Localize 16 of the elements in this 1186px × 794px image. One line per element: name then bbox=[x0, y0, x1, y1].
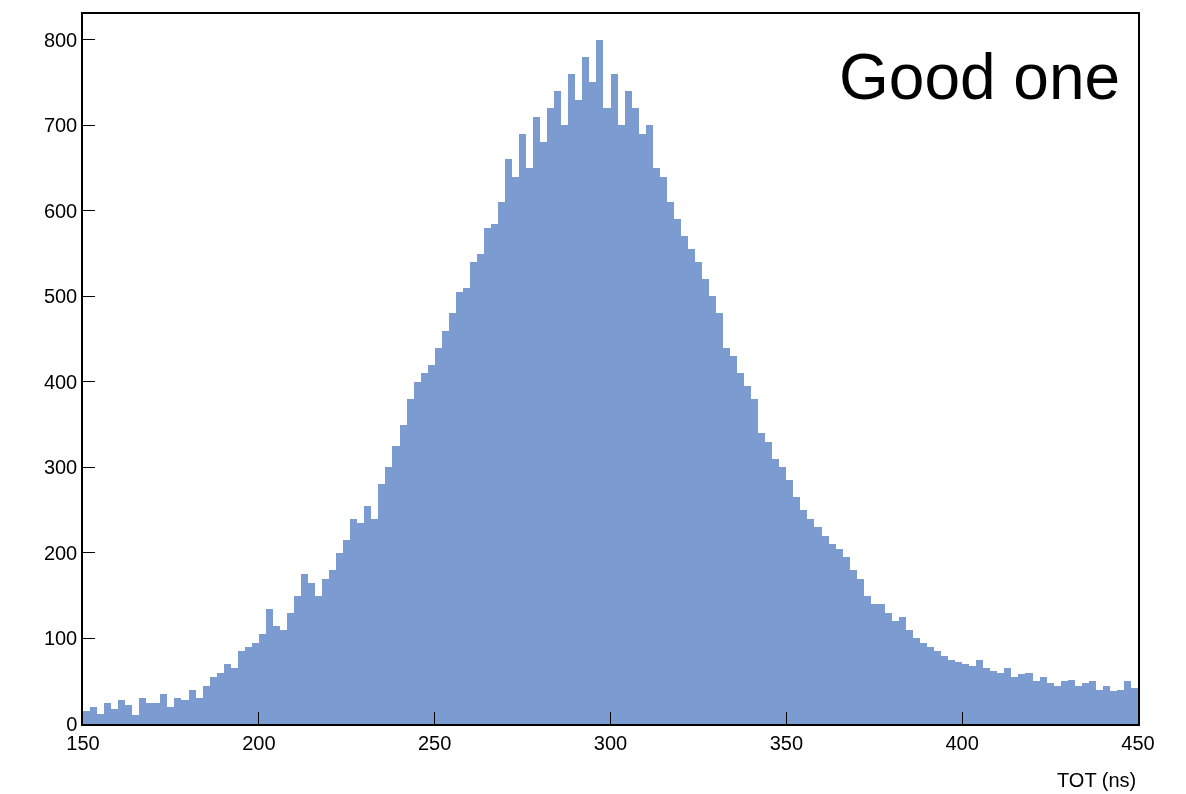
y-tick-label: 200 bbox=[43, 541, 78, 564]
x-tick-label: 250 bbox=[417, 731, 452, 754]
y-tick-label: 100 bbox=[43, 627, 78, 650]
x-axis-title: TOT (ns) bbox=[1057, 769, 1137, 791]
y-tick-label: 600 bbox=[43, 199, 78, 222]
y-tick-label: 700 bbox=[43, 114, 78, 137]
y-tick-label: 800 bbox=[43, 28, 78, 51]
x-tick-label: 300 bbox=[593, 731, 628, 754]
annotation: Good one bbox=[839, 41, 1121, 113]
x-tick-label: 450 bbox=[1121, 731, 1155, 754]
y-tick-label: 400 bbox=[43, 370, 78, 393]
x-tick-label: 200 bbox=[242, 731, 276, 754]
y-tick-label: 500 bbox=[43, 285, 78, 308]
x-tick-label: 350 bbox=[769, 731, 804, 754]
x-tick-label: 400 bbox=[945, 731, 979, 754]
y-tick-label: 300 bbox=[43, 456, 78, 479]
